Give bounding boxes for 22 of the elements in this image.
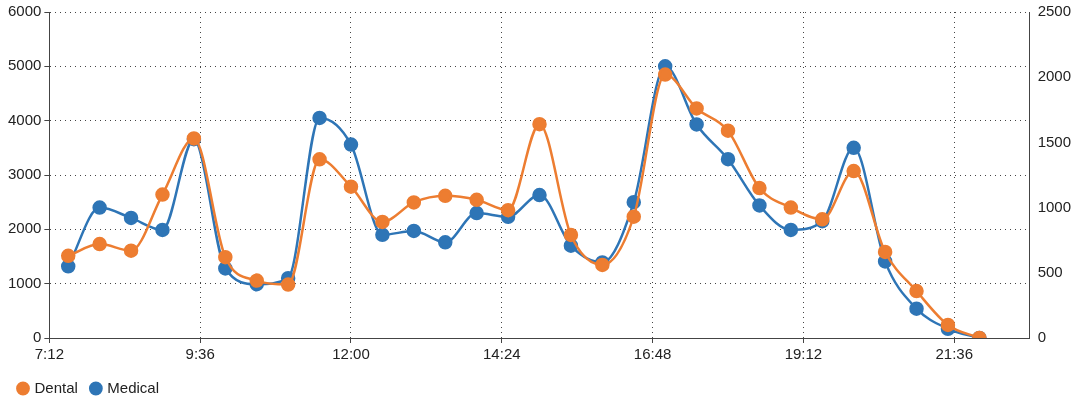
x-tick-label: 7:12 — [34, 345, 64, 363]
y-tick-label: 6000 — [7, 2, 42, 20]
y-tick-label: 4000 — [7, 110, 42, 128]
x-tick-label: 14:24 — [483, 345, 521, 363]
y2-tick-label: 2500 — [1037, 2, 1072, 20]
y-tick-label: 5000 — [7, 56, 42, 74]
x-tick-label: 9:36 — [185, 345, 215, 363]
y2-tick-label: 0 — [1037, 328, 1046, 346]
legend-label: Medical — [107, 378, 160, 396]
x-tick-label: 21:36 — [935, 345, 973, 363]
x-tick-label: 16:48 — [633, 345, 672, 363]
legend-label: Dental — [34, 378, 78, 396]
y-tick-label: 1000 — [7, 273, 42, 291]
y-tick-label: 3000 — [7, 165, 42, 183]
y-tick-label: 2000 — [7, 219, 42, 237]
y-tick-label: 0 — [33, 328, 42, 346]
y2-tick-label: 1500 — [1037, 132, 1072, 150]
x-tick-label: 19:12 — [784, 345, 823, 363]
y2-tick-label: 500 — [1037, 262, 1063, 280]
y2-tick-label: 2000 — [1037, 67, 1072, 85]
x-tick-label: 12:00 — [332, 345, 370, 363]
y2-tick-label: 1000 — [1037, 197, 1072, 215]
